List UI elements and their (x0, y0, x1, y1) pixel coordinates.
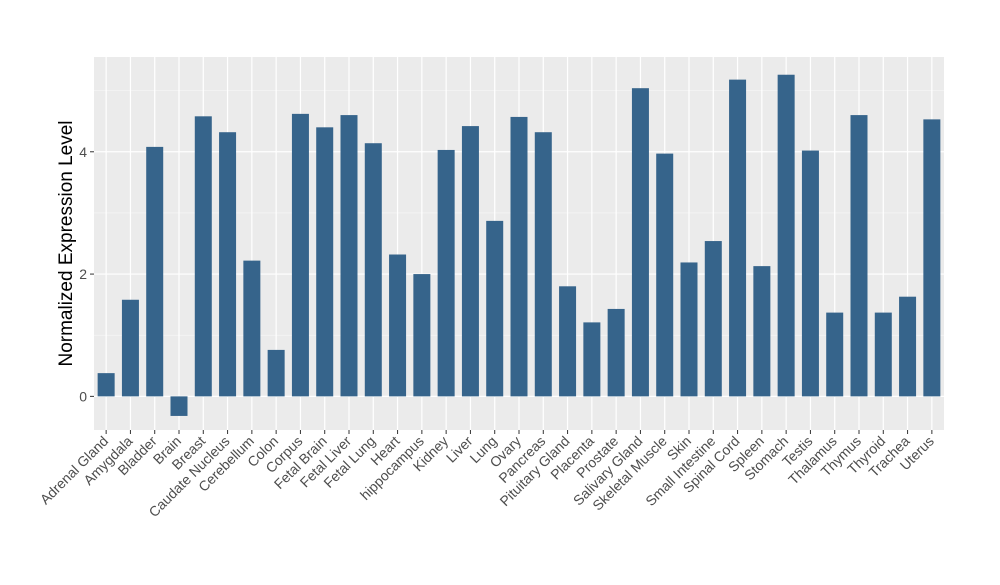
bar-testis (801, 150, 819, 397)
bar-thalamus (826, 312, 844, 397)
bar-amygdala (121, 299, 139, 397)
bar-corpus (291, 113, 309, 397)
bar-salivary-gland (631, 88, 649, 397)
bar-breast (194, 116, 212, 397)
bar-bladder (146, 146, 164, 397)
x-tick-label: Liver (443, 433, 476, 466)
bar-caudate-nucleus (219, 132, 237, 397)
bar-kidney (437, 149, 455, 397)
bar-prostate (607, 308, 625, 397)
bar-heart (389, 254, 407, 397)
bar-brain (170, 396, 188, 416)
bar-ovary (510, 116, 528, 397)
y-tick-label: 0 (79, 388, 87, 404)
bar-pituitary-gland (559, 286, 577, 397)
bar-small-intestine (704, 241, 722, 397)
bar-skeletal-muscle (656, 153, 674, 397)
bar-placenta (583, 322, 601, 397)
bar-liver (461, 126, 479, 397)
bar-cerebellum (243, 260, 261, 397)
y-axis-title: Normalized Expression Level (56, 120, 77, 366)
bar-fetal-lung (364, 143, 382, 397)
bar-lung (486, 220, 504, 397)
bar-spinal-cord (729, 79, 747, 397)
bar-trachea (899, 296, 917, 397)
bar-uterus (923, 119, 941, 397)
bar-fetal-brain (316, 127, 334, 397)
bar-pancreas (534, 132, 552, 397)
y-tick-label: 2 (79, 266, 87, 282)
bars (97, 74, 941, 416)
bar-skin (680, 262, 698, 397)
bar-hippocampus (413, 274, 431, 397)
bar-spleen (753, 266, 771, 397)
bar-adrenal-gland (97, 373, 115, 397)
bar-stomach (777, 74, 795, 397)
bar-thyroid (874, 312, 892, 397)
bar-thymus (850, 115, 868, 397)
y-tick-label: 4 (79, 144, 87, 160)
bar-fetal-liver (340, 115, 358, 397)
bar-colon (267, 349, 285, 397)
